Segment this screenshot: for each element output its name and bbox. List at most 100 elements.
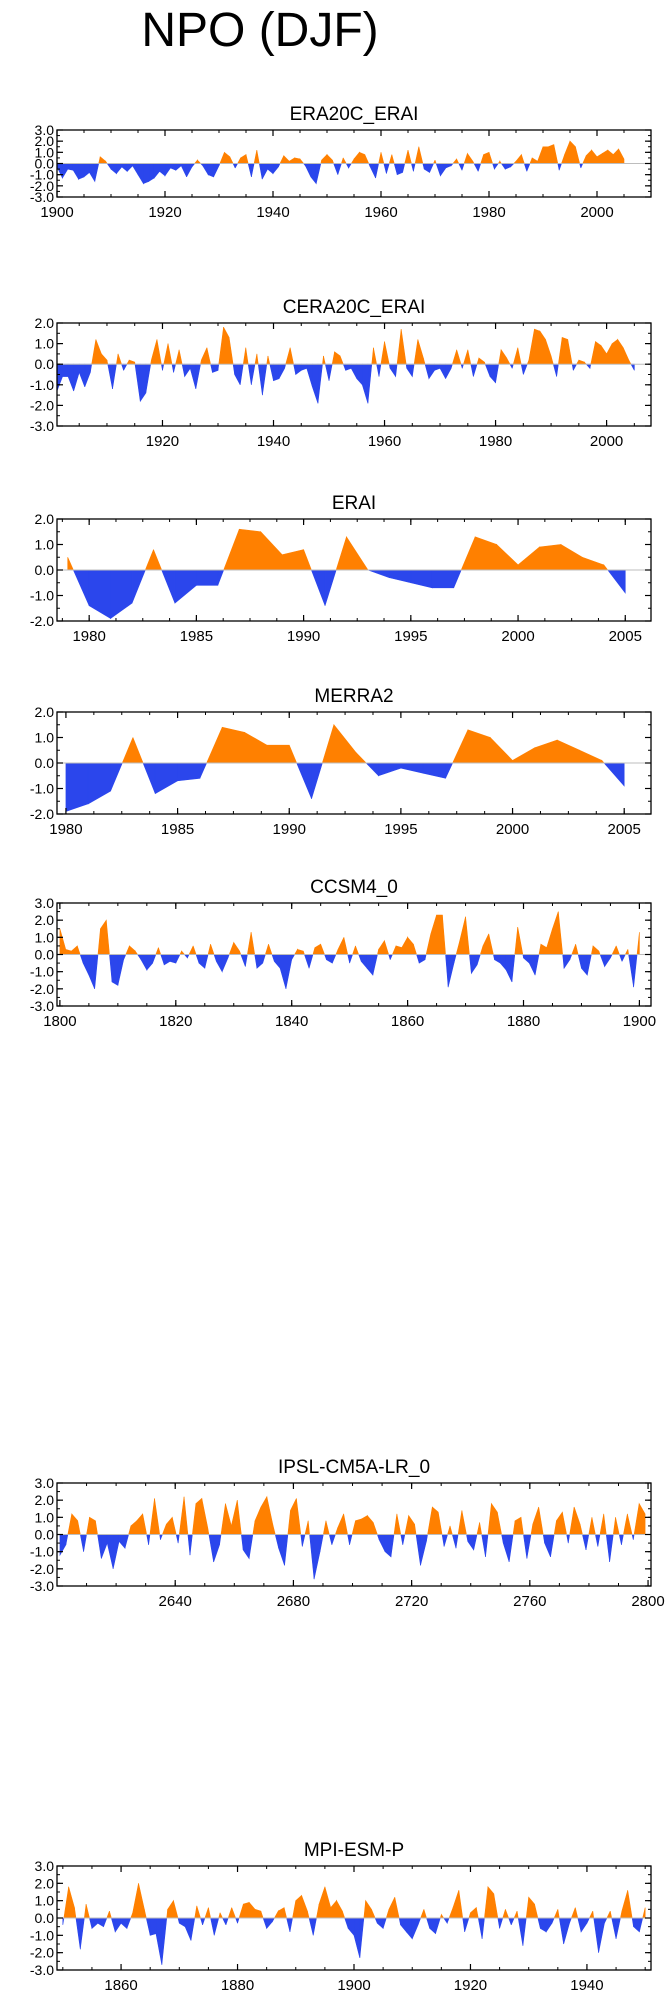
x-tick-label: 1880: [507, 1013, 540, 1030]
data-area: [592, 1911, 595, 1919]
data-area: [371, 1909, 376, 1919]
data-area: [337, 1513, 344, 1535]
data-area: [385, 1909, 390, 1919]
data-area: [175, 163, 182, 171]
data-area: [76, 945, 81, 955]
data-area: [582, 155, 587, 164]
data-area: [262, 363, 268, 396]
data-area: [592, 945, 600, 955]
x-tick-label: 2800: [631, 1593, 664, 1610]
data-area: [450, 363, 453, 369]
data-area: [271, 954, 275, 962]
data-area: [95, 1520, 98, 1535]
data-area: [181, 363, 185, 377]
data-area: [146, 954, 153, 971]
data-area: [266, 1917, 273, 1930]
data-area: [461, 1510, 467, 1535]
data-area: [68, 1886, 75, 1919]
data-area: [308, 954, 314, 969]
x-tick-label: 1960: [364, 204, 397, 221]
data-area: [306, 363, 313, 387]
y-tick-label: 1.0: [35, 1509, 55, 1525]
data-area: [107, 363, 113, 389]
data-area: [362, 363, 369, 404]
data-area: [304, 1520, 309, 1535]
data-area: [573, 1506, 581, 1535]
data-area: [142, 762, 156, 794]
panel-title: CERA20C_ERAI: [283, 297, 426, 318]
data-area: [539, 544, 562, 571]
data-area: [510, 163, 515, 168]
data-area: [410, 569, 433, 589]
y-tick-label: -3.0: [30, 1962, 54, 1978]
data-area: [443, 1534, 448, 1547]
data-area: [575, 146, 581, 164]
data-area: [460, 536, 476, 571]
data-area: [192, 1503, 197, 1535]
data-area: [167, 343, 173, 365]
data-area: [467, 729, 491, 764]
data-area: [100, 919, 107, 955]
data-area: [575, 944, 579, 955]
data-area: [545, 1917, 553, 1933]
y-tick-label: 2.0: [35, 133, 55, 149]
data-area: [624, 949, 629, 955]
data-area: [267, 355, 271, 365]
data-area: [529, 157, 533, 164]
data-area: [369, 163, 376, 179]
data-area: [458, 163, 463, 171]
data-area: [237, 157, 241, 164]
data-area: [65, 762, 89, 812]
data-area: [130, 1520, 138, 1535]
data-area: [277, 1907, 285, 1919]
data-area: [606, 1910, 611, 1919]
data-area: [423, 1909, 427, 1919]
data-area: [579, 1524, 583, 1535]
data-area: [288, 745, 298, 764]
data-area: [470, 1906, 477, 1919]
data-area: [528, 954, 536, 976]
data-area: [359, 1917, 365, 1958]
data-area: [295, 1894, 302, 1919]
data-area: [344, 1917, 349, 1929]
data-area: [194, 1905, 198, 1919]
data-area: [604, 954, 611, 968]
data-area: [134, 950, 139, 955]
data-area: [491, 1502, 498, 1535]
data-area: [487, 1503, 492, 1535]
data-area: [56, 163, 63, 179]
data-area: [303, 549, 312, 571]
data-area: [75, 1917, 81, 1950]
data-area: [413, 163, 416, 172]
data-area: [88, 954, 95, 989]
data-area: [480, 154, 484, 164]
data-area: [558, 337, 563, 365]
data-area: [572, 363, 578, 371]
data-area: [71, 945, 78, 955]
data-area: [72, 569, 90, 606]
data-area: [552, 911, 559, 955]
data-area: [570, 1907, 576, 1919]
data-area: [407, 936, 414, 955]
data-area: [290, 1498, 297, 1535]
data-area: [177, 1534, 180, 1544]
data-area: [213, 163, 220, 178]
data-area: [180, 163, 187, 178]
data-area: [517, 546, 540, 571]
data-area: [105, 920, 110, 955]
data-area: [184, 363, 191, 378]
data-area: [429, 163, 434, 173]
data-area: [552, 363, 557, 377]
data-area: [201, 1498, 209, 1535]
data-area: [611, 338, 618, 365]
data-area: [217, 569, 225, 586]
data-area: [481, 1917, 485, 1939]
data-area: [106, 360, 109, 365]
data-area: [366, 1514, 374, 1535]
data-area: [355, 752, 367, 764]
data-area: [512, 347, 519, 365]
data-area: [537, 1917, 541, 1929]
data-area: [273, 363, 280, 382]
data-area: [309, 1534, 315, 1580]
data-area: [484, 363, 491, 377]
